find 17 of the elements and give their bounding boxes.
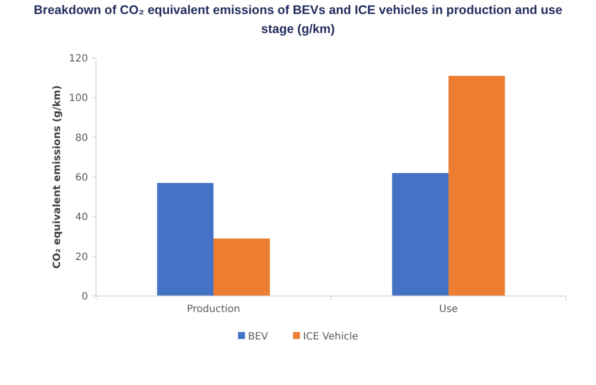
y-tick-label: 120	[68, 54, 88, 64]
legend-label: ICE Vehicle	[303, 332, 358, 342]
legend-label: BEV	[248, 332, 268, 342]
y-tick-label: 0	[82, 292, 88, 302]
x-tick-label: Use	[439, 304, 458, 315]
y-tick-label: 100	[68, 93, 88, 104]
bar	[448, 76, 505, 296]
y-tick-label: 40	[75, 212, 88, 224]
bar	[392, 173, 448, 296]
y-axis-title: CO₂ equivalent emissions (g/km)	[52, 85, 63, 269]
x-tick-label: Production	[186, 304, 240, 315]
y-tick-label: 60	[75, 172, 88, 184]
chart-title: Breakdown of CO₂ equivalent emissions of BEVs and ICE vehicles in production and use stage (g/km)	[34, 3, 562, 36]
bar	[214, 238, 270, 296]
y-tick-label: 20	[75, 252, 88, 263]
bar	[157, 182, 214, 296]
y-tick-label: 80	[75, 132, 88, 144]
